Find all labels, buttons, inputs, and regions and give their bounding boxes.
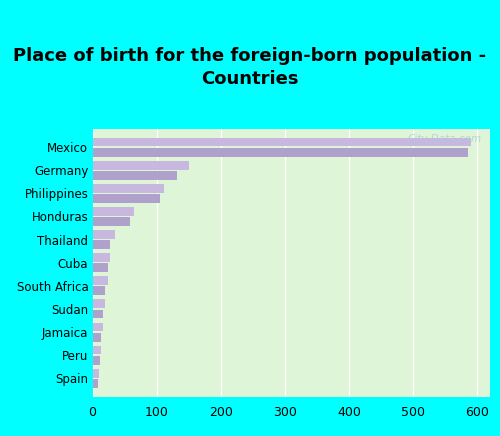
Text: City-Data.com: City-Data.com	[408, 134, 482, 144]
Bar	[92, 148, 468, 157]
Bar	[92, 310, 103, 318]
Bar	[92, 194, 160, 203]
Bar	[92, 276, 108, 285]
Bar	[92, 253, 110, 262]
Bar	[92, 356, 100, 364]
Bar	[92, 286, 106, 295]
Bar	[92, 230, 115, 239]
Bar	[92, 138, 471, 146]
Bar	[92, 346, 102, 354]
Bar	[92, 379, 98, 388]
Bar	[92, 263, 108, 272]
Bar	[92, 369, 99, 378]
Bar	[92, 333, 101, 341]
Bar	[92, 161, 188, 170]
Bar	[92, 207, 134, 216]
Bar	[92, 184, 164, 193]
Text: Place of birth for the foreign-born population -
Countries: Place of birth for the foreign-born popu…	[14, 47, 486, 89]
Bar	[92, 300, 106, 308]
Bar	[92, 171, 177, 180]
Bar	[92, 323, 103, 331]
Bar	[92, 217, 130, 226]
Bar	[92, 240, 110, 249]
